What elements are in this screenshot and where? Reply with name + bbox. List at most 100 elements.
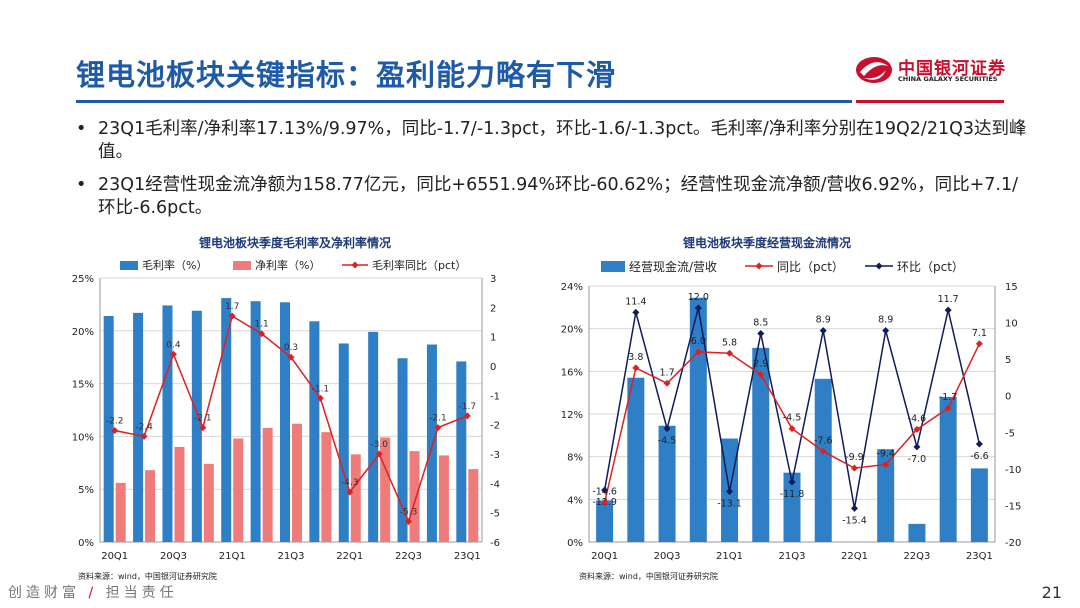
y-right-tick-label: -2 (490, 421, 500, 432)
x-tick-label: 21Q1 (219, 551, 246, 562)
line-point-cashflow-yoy (663, 379, 671, 387)
line-point-cashflow-qoq (694, 304, 702, 312)
chart-source: 资料来源：wind，中国银河证券研究院 (78, 571, 217, 581)
data-label: -4.3 (341, 478, 359, 488)
y-left-tick-label: 0% (567, 538, 583, 549)
y-right-tick-label: 3 (490, 274, 496, 285)
line-point-cashflow-qoq (819, 327, 827, 335)
bar-net-margin (438, 455, 449, 542)
bar-gross-margin (338, 343, 349, 542)
legend-label: 环比（pct） (897, 260, 964, 274)
line-point-gross-margin-yoy (346, 488, 354, 496)
line-point-gross-margin-yoy (287, 353, 295, 361)
bar-cashflow-ratio (627, 377, 645, 542)
line-point-cashflow-yoy (975, 340, 983, 348)
y-right-tick-label: 0 (490, 362, 496, 373)
bar-cashflow-ratio (908, 523, 926, 542)
line-point-cashflow-yoy (757, 371, 765, 379)
line-series: -2.2 -2.4 0.4 -2.1 1.7 1.1 0.3 -1.1 -4.3 -3.0 -5.3… (106, 302, 476, 525)
bar-cashflow-ratio (783, 472, 801, 542)
line-point-gross-margin-yoy (111, 427, 119, 435)
y-right-tick-label: -20 (1005, 538, 1021, 549)
y-right-tick-label: 15 (1005, 282, 1018, 293)
x-tick-label: 20Q1 (101, 551, 128, 562)
line-series: -12.911.4-4.512.0-13.18.5-11.88.9-15.48.… (592, 292, 988, 526)
y-right-tick-label: -1 (490, 391, 500, 402)
chart-legend: 经营现金流/营收 同比（pct） 环比（pct） (601, 259, 964, 274)
line-point-gross-margin-yoy (375, 450, 383, 458)
chart-title: 锂电池板块季度经营现金流情况 (683, 235, 851, 250)
y-right-tick-label: -3 (490, 450, 500, 461)
data-label: -7.0 (908, 454, 927, 465)
chart-source: 资料来源：wind，中国银河证券研究院 (579, 571, 718, 581)
line-point-cashflow-qoq (663, 425, 671, 433)
y-right-tick-label: -5 (1005, 428, 1015, 439)
bullet-text: 23Q1毛利率/净利率17.13%/9.97%，同比-1.7/-1.3pct，环… (98, 119, 1027, 162)
header-divider (76, 100, 852, 103)
data-label: -1.7 (939, 392, 958, 403)
line-point-cashflow-yoy (944, 404, 952, 412)
line-point-gross-margin-yoy (316, 394, 324, 402)
line-point-cashflow-yoy (882, 460, 890, 468)
bar-net-margin (145, 470, 156, 542)
line-point-cashflow-yoy (913, 425, 921, 433)
line-point-gross-margin-yoy (434, 424, 442, 432)
bar-cashflow-ratio (689, 297, 707, 542)
line-point-gross-margin-yoy (228, 312, 236, 320)
y-left-tick-label: 20% (72, 327, 94, 338)
y-right-tick-label: -10 (1005, 465, 1021, 476)
y-left-tick-label: 25% (72, 274, 94, 285)
data-label: -2.4 (135, 422, 153, 432)
y-left-tick-label: 16% (561, 367, 583, 378)
y-right-tick-label: -4 (490, 479, 500, 490)
line-point-gross-margin-yoy (258, 330, 266, 338)
galaxy-logo-icon (856, 57, 892, 83)
line-point-gross-margin-yoy (169, 350, 177, 358)
x-tick-label: 21Q3 (278, 551, 305, 562)
line-point-cashflow-qoq (726, 488, 734, 496)
line-point-gross-margin-yoy (140, 432, 148, 440)
bar-gross-margin (368, 331, 379, 542)
x-tick-label: 20Q3 (654, 551, 681, 562)
bar-gross-margin (191, 310, 202, 542)
x-tick-label: 22Q3 (395, 551, 422, 562)
x-tick-label: 22Q1 (336, 551, 363, 562)
bar-gross-margin (250, 301, 261, 542)
line-point-cashflow-yoy (726, 349, 734, 357)
y-right-tick-label: -5 (490, 509, 500, 520)
legend-label: 经营现金流/营收 (629, 259, 717, 274)
bullet-item: • 23Q1毛利率/净利率17.13%/9.97%，同比-1.7/-1.3pct… (72, 118, 1032, 164)
line-point-cashflow-qoq (975, 440, 983, 448)
bar-net-margin (350, 454, 361, 542)
bar-net-margin (292, 423, 302, 542)
axis-ticks: 0% 5% 10% 15% 20% 25% -6 -5 -4 -3 -2 -1 0 1 2 3 20Q1 20Q3… (72, 274, 500, 562)
data-label: -5.3 (400, 507, 418, 517)
line-point-gross-margin-yoy (463, 412, 471, 420)
data-label: -6.6 (970, 451, 989, 462)
data-label: -1.7 (459, 402, 477, 412)
x-tick-label: 22Q1 (841, 551, 868, 562)
y-left-tick-label: 10% (72, 432, 94, 443)
line-point-cashflow-qoq (601, 486, 609, 494)
data-label: 5.8 (722, 337, 737, 348)
x-tick-label: 23Q1 (966, 551, 993, 562)
bar-series (103, 298, 479, 542)
legend-marker-qoq (875, 262, 883, 270)
data-label: 11.4 (625, 296, 646, 307)
bar-cashflow-ratio (814, 378, 832, 542)
bullet-text: 23Q1经营性现金流净额为158.77亿元，同比+6551.94%环比-60.6… (98, 175, 1018, 218)
line-point-cashflow-yoy (632, 364, 640, 372)
data-label: -3.0 (370, 440, 388, 450)
line-point-gross-margin-yoy (199, 424, 207, 432)
bar-cashflow-ratio (877, 449, 895, 542)
data-label: 11.7 (938, 294, 959, 305)
bar-gross-margin (397, 358, 408, 542)
y-left-tick-label: 15% (72, 380, 94, 391)
data-label: 7.1 (972, 328, 987, 339)
bar-net-margin (233, 438, 244, 542)
bar-gross-margin (221, 298, 232, 542)
legend-label: 同比（pct） (777, 260, 844, 274)
x-tick-label: 21Q3 (779, 551, 806, 562)
line-point-cashflow-qoq (944, 306, 952, 314)
bar-net-margin (468, 469, 479, 542)
